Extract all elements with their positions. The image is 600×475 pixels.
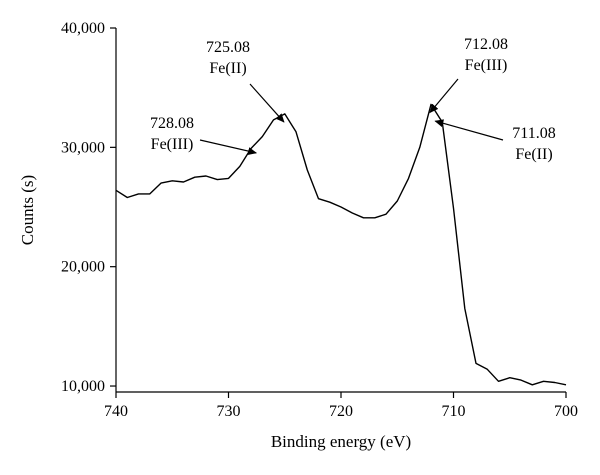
peak-species-label: Fe(II)	[515, 146, 552, 163]
peak-species-label: Fe(II)	[209, 60, 246, 77]
peak-annotation: 711.08 Fe(II)	[434, 119, 556, 163]
spectrum-line	[115, 103, 567, 386]
annotation-arrow	[434, 119, 504, 141]
series	[115, 103, 567, 386]
y-tick-label: 10,000	[61, 378, 105, 395]
peak-species-label: Fe(III)	[151, 136, 194, 153]
x-tick-label: 700	[554, 403, 578, 420]
peak-energy-label: 712.08	[464, 36, 508, 53]
peak-species-label: Fe(III)	[465, 57, 508, 74]
y-tick-label: 30,000	[61, 139, 105, 156]
peak-energy-label: 711.08	[512, 125, 555, 142]
x-tick-label: 720	[329, 403, 353, 420]
ticks: 740 730 720 710 700 10,000 20,000 30,000 40,000	[61, 20, 578, 420]
peak-annotation: 725.08 Fe(II)	[206, 39, 285, 123]
x-tick-label: 740	[104, 403, 128, 420]
x-tick-label: 730	[217, 403, 241, 420]
y-axis-title: Counts (s)	[18, 175, 37, 245]
peak-annotation: 728.08 Fe(III)	[150, 115, 258, 156]
y-tick-label: 20,000	[61, 259, 105, 276]
x-tick-label: 710	[442, 403, 466, 420]
annotation-arrow	[429, 78, 459, 114]
annotations: 728.08Fe(III)725.08Fe(II)712.08Fe(III)71…	[150, 36, 556, 163]
annotation-arrow	[249, 83, 285, 123]
annotation-arrow	[199, 139, 258, 156]
axes	[115, 28, 566, 393]
peak-energy-label: 725.08	[206, 39, 250, 56]
y-tick-label: 40,000	[61, 20, 105, 37]
peak-annotation: 712.08 Fe(III)	[429, 36, 508, 114]
x-axis-title: Binding energy (eV)	[271, 432, 411, 451]
peak-energy-label: 728.08	[150, 115, 194, 132]
